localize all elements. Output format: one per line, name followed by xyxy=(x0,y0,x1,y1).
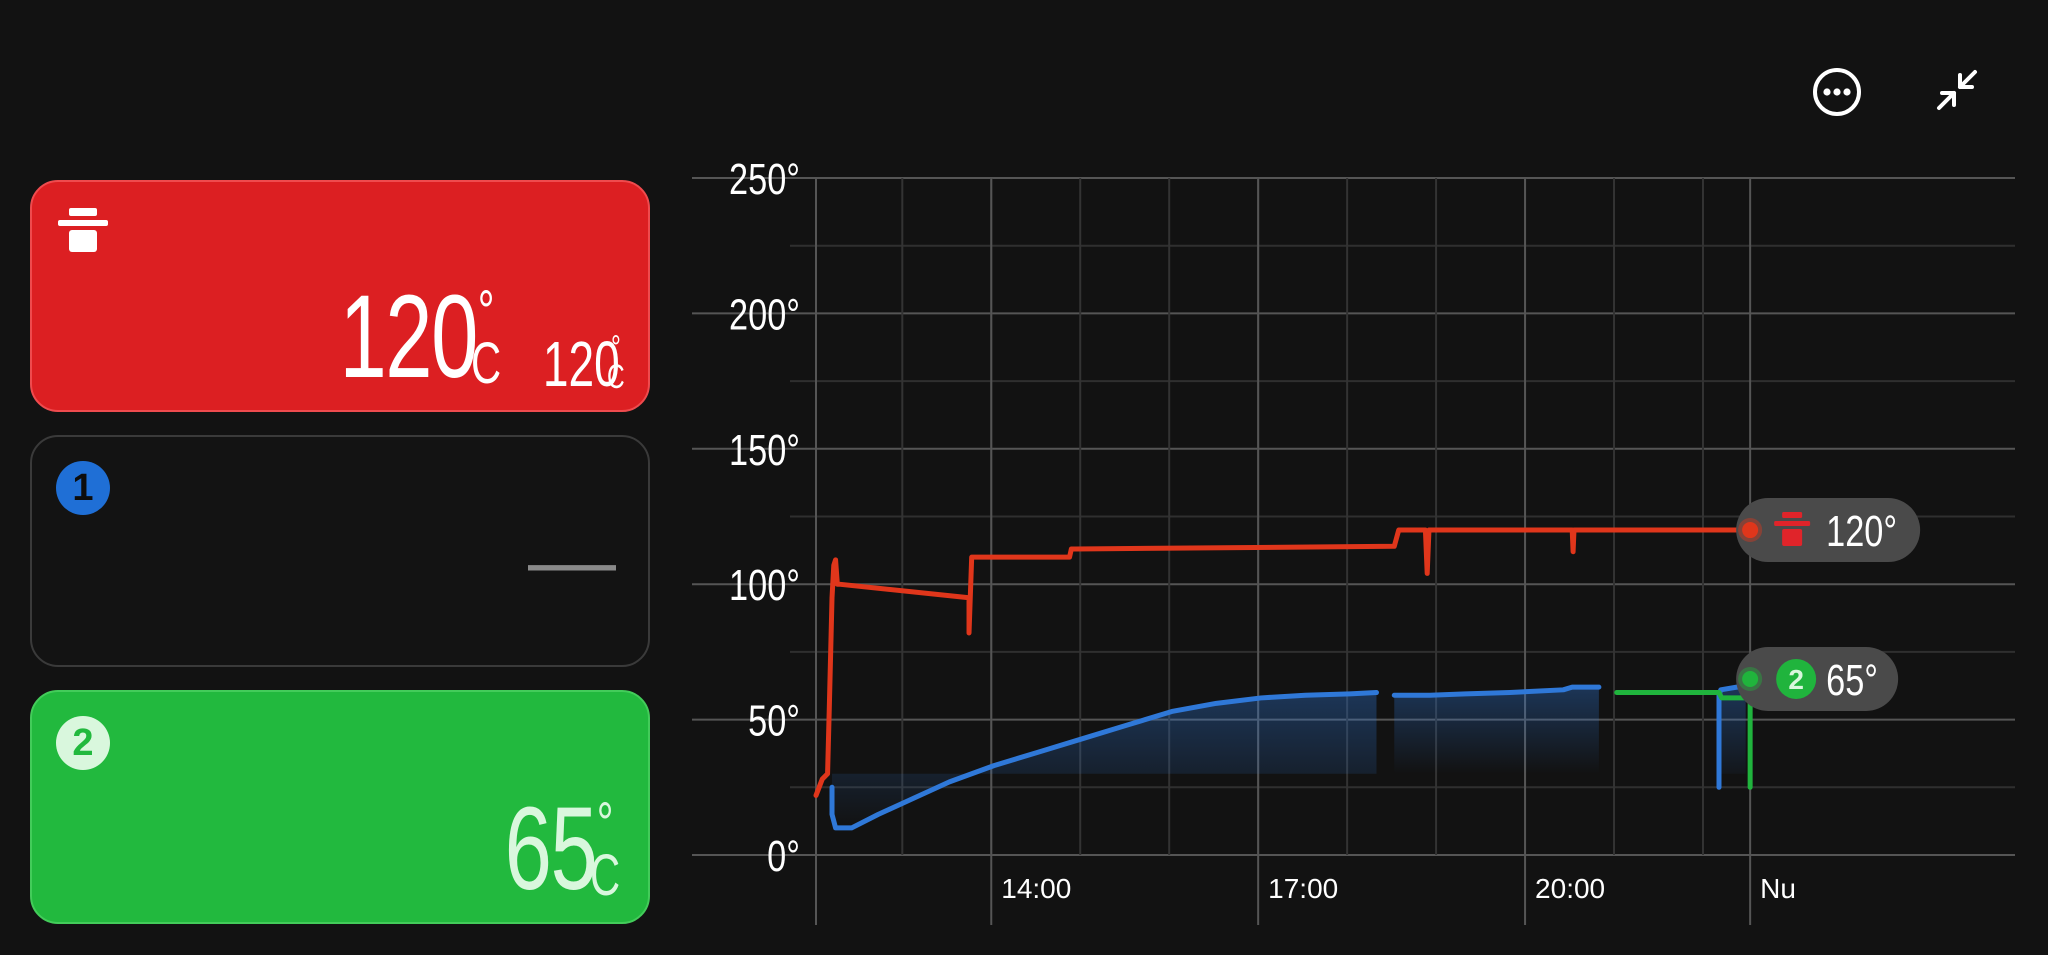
probe-2-deg: ° xyxy=(596,790,614,856)
probe-1-card[interactable]: 1 — xyxy=(30,435,650,667)
grill-temperature: 120 ° C 120 ° C xyxy=(286,278,632,396)
probe-2-badge xyxy=(1776,658,1817,699)
end-label-dot xyxy=(1738,666,1763,691)
badge-number: 2 xyxy=(1788,664,1804,695)
grill-target-c: C xyxy=(607,358,626,397)
x-tick-label: Nu xyxy=(1760,873,1796,904)
probe-1-area xyxy=(1394,687,1599,774)
collapse-arrows-icon xyxy=(1937,70,1977,110)
probe-1-area xyxy=(832,692,1377,828)
grill-icon xyxy=(56,206,110,260)
x-tick-label: 14:00 xyxy=(1001,873,1071,904)
collapse-button[interactable] xyxy=(1925,58,1989,122)
x-tick-label: 20:00 xyxy=(1535,873,1605,904)
end-label-dot xyxy=(1738,518,1763,543)
series-line-probe1 xyxy=(829,690,1379,831)
end-label-value: 120° xyxy=(1826,507,1897,556)
end-label-value: 65° xyxy=(1826,656,1878,705)
probe-2-c: C xyxy=(590,842,621,908)
probe-1-area xyxy=(1719,687,1746,788)
y-tick-label: 250° xyxy=(729,155,800,204)
end-label-grill: 120° xyxy=(1736,498,1921,563)
y-tick-label: 0° xyxy=(767,832,800,881)
end-label-probe2: 2 65° xyxy=(1736,646,1899,711)
grill-c: C xyxy=(470,330,501,396)
probe-2-temp-unit: ° C xyxy=(590,790,621,908)
grill-target-value: 120 xyxy=(542,328,620,400)
grill-deg: ° xyxy=(477,278,495,344)
probe-1-badge: 1 xyxy=(56,461,110,515)
y-tick-label: 100° xyxy=(729,561,800,610)
more-options-button[interactable] xyxy=(1805,60,1869,124)
y-tick-label: 50° xyxy=(748,697,800,746)
grill-temp-value: 120 xyxy=(339,271,478,403)
series-line-probe1 xyxy=(1391,684,1602,698)
grill-card[interactable]: 120 ° C 120 ° C xyxy=(30,180,650,412)
probe-2-temperature: 65 ° C xyxy=(469,790,632,908)
probe-2-card[interactable]: 2 65 ° C xyxy=(30,690,650,924)
grill-target-deg: ° xyxy=(611,329,622,368)
x-tick-label: 17:00 xyxy=(1268,873,1338,904)
y-tick-label: 200° xyxy=(729,290,800,339)
end-label-pill xyxy=(1736,646,1899,711)
grill-icon xyxy=(1774,512,1811,547)
probe-1-value: — xyxy=(528,516,616,605)
y-tick-label: 150° xyxy=(729,426,800,475)
grill-temp-unit: ° C xyxy=(470,278,501,396)
more-dots-icon xyxy=(1813,68,1861,116)
probe-2-badge: 2 xyxy=(56,716,110,770)
probe-2-temp-value: 65 xyxy=(504,783,597,915)
series-line-grill xyxy=(813,527,1753,798)
grill-target-unit: ° C xyxy=(607,329,626,397)
